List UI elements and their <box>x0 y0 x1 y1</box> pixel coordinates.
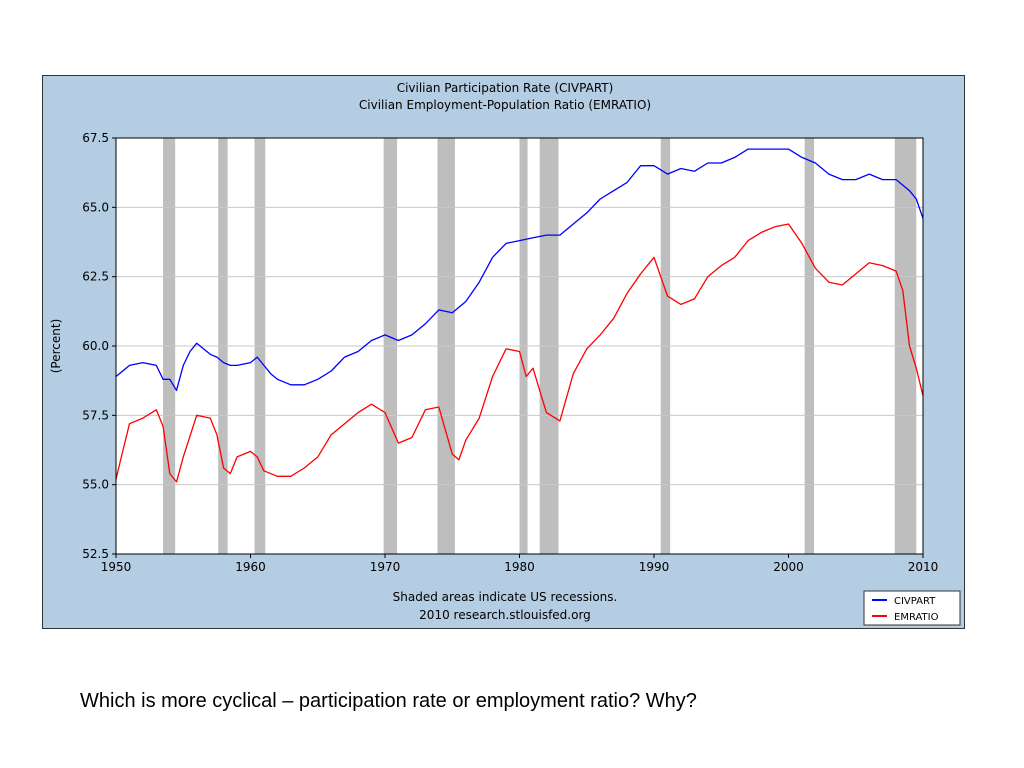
chart-subtitle: Civilian Employment-Population Ratio (EM… <box>359 98 651 112</box>
series-line-emratio <box>115 223 924 483</box>
series-line-civpart <box>115 148 924 392</box>
x-tick-label: 1970 <box>370 560 401 574</box>
legend-label-emratio: EMRATIO <box>894 612 939 623</box>
legend-box <box>863 590 961 626</box>
chart-svg: Civilian Participation Rate (CIVPART) Ci… <box>42 75 965 629</box>
y-tick-label: 62.5 <box>82 270 109 284</box>
chart-panel: Civilian Participation Rate (CIVPART) Ci… <box>42 75 965 629</box>
y-axis-label: (Percent) <box>49 319 63 374</box>
footnote-recessions: Shaded areas indicate US recessions. <box>393 590 618 604</box>
question-caption: Which is more cyclical – participation r… <box>80 690 697 712</box>
y-tick-label: 60.0 <box>82 339 109 353</box>
x-tick-label: 1990 <box>639 560 670 574</box>
legend: CIVPART EMRATIO <box>863 590 961 626</box>
footnote-source: 2010 research.stlouisfed.org <box>419 608 591 622</box>
y-tick-label: 67.5 <box>82 131 109 145</box>
x-tick-label: 2000 <box>773 560 804 574</box>
x-tick-label: 2010 <box>908 560 939 574</box>
y-tick-label: 55.0 <box>82 478 109 492</box>
x-tick-label: 1950 <box>101 560 132 574</box>
x-tick-label: 1980 <box>504 560 535 574</box>
y-tick-label: 52.5 <box>82 547 109 561</box>
y-tick-label: 65.0 <box>82 200 109 214</box>
x-tick-labels: 1950 1960 1970 1980 1990 2000 2010 <box>101 554 939 574</box>
y-tick-labels: 67.5 65.0 62.5 60.0 57.5 55.0 52.5 <box>82 131 116 561</box>
legend-label-civpart: CIVPART <box>894 596 936 607</box>
chart-title: Civilian Participation Rate (CIVPART) <box>397 81 614 95</box>
series-lines <box>115 148 924 483</box>
y-tick-label: 57.5 <box>82 408 109 422</box>
x-tick-label: 1960 <box>235 560 266 574</box>
